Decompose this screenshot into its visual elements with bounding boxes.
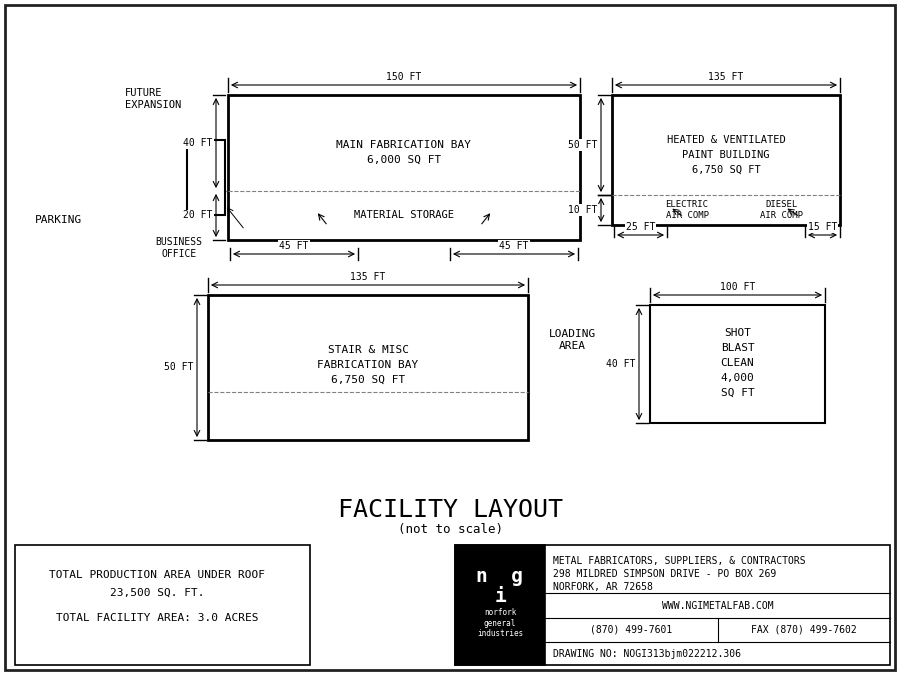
Text: 4,000: 4,000 xyxy=(721,373,754,383)
Text: 6,750 SQ FT: 6,750 SQ FT xyxy=(691,165,760,175)
Bar xyxy=(650,305,825,423)
Bar xyxy=(208,295,528,440)
Text: 40 FT: 40 FT xyxy=(184,138,212,148)
Bar xyxy=(612,95,840,225)
Text: DIESEL
AIR COMP: DIESEL AIR COMP xyxy=(760,200,804,219)
Text: 50 FT: 50 FT xyxy=(165,362,194,373)
Text: MATERIAL STORAGE: MATERIAL STORAGE xyxy=(354,210,454,220)
Bar xyxy=(455,545,545,665)
Text: TOTAL FACILITY AREA: 3.0 ACRES: TOTAL FACILITY AREA: 3.0 ACRES xyxy=(56,613,258,623)
Text: n g
i
norfork
general
industries: n g i norfork general industries xyxy=(473,565,526,616)
Text: 23,500 SQ. FT.: 23,500 SQ. FT. xyxy=(110,588,204,598)
Text: 45 FT: 45 FT xyxy=(500,241,528,251)
Text: DRAWING NO: NOGI313bjm022212.306: DRAWING NO: NOGI313bjm022212.306 xyxy=(553,649,741,659)
Text: FUTURE
EXPANSION: FUTURE EXPANSION xyxy=(125,88,181,109)
Text: 15 FT: 15 FT xyxy=(808,222,837,232)
Text: i: i xyxy=(494,587,506,607)
Bar xyxy=(15,545,310,665)
Text: 298 MILDRED SIMPSON DRIVE - PO BOX 269: 298 MILDRED SIMPSON DRIVE - PO BOX 269 xyxy=(553,569,776,579)
Text: n  g: n g xyxy=(476,568,524,587)
Text: 150 FT: 150 FT xyxy=(386,72,421,82)
Text: HEATED & VENTILATED: HEATED & VENTILATED xyxy=(667,135,786,145)
Text: FAX (870) 499-7602: FAX (870) 499-7602 xyxy=(751,625,857,635)
Text: TOTAL PRODUCTION AREA UNDER ROOF: TOTAL PRODUCTION AREA UNDER ROOF xyxy=(49,570,265,580)
Text: 100 FT: 100 FT xyxy=(720,282,755,292)
Polygon shape xyxy=(30,35,865,478)
Text: SQ FT: SQ FT xyxy=(721,388,754,398)
Text: MAIN FABRICATION BAY: MAIN FABRICATION BAY xyxy=(337,140,472,150)
Text: NORFORK, AR 72658: NORFORK, AR 72658 xyxy=(553,582,652,592)
Text: LOADING
AREA: LOADING AREA xyxy=(548,329,596,351)
Text: FABRICATION BAY: FABRICATION BAY xyxy=(318,360,418,370)
Text: FACILITY LAYOUT: FACILITY LAYOUT xyxy=(338,498,562,522)
Text: (870) 499-7601: (870) 499-7601 xyxy=(590,625,672,635)
Text: METAL FABRICATORS, SUPPLIERS, & CONTRACTORS: METAL FABRICATORS, SUPPLIERS, & CONTRACT… xyxy=(553,556,806,566)
Text: 25 FT: 25 FT xyxy=(626,222,655,232)
Text: PARKING: PARKING xyxy=(34,215,82,225)
Text: PAINT BUILDING: PAINT BUILDING xyxy=(682,150,770,160)
Bar xyxy=(187,140,225,215)
Text: norfork
general
industries: norfork general industries xyxy=(477,608,523,638)
Text: ELECTRIC
AIR COMP: ELECTRIC AIR COMP xyxy=(665,200,708,219)
Text: CLEAN: CLEAN xyxy=(721,358,754,368)
Text: 6,750 SQ FT: 6,750 SQ FT xyxy=(331,375,405,385)
Text: WWW.NGIMETALFAB.COM: WWW.NGIMETALFAB.COM xyxy=(662,601,773,611)
Text: 20 FT: 20 FT xyxy=(184,211,212,221)
Text: BLAST: BLAST xyxy=(721,343,754,353)
Text: BUSINESS
OFFICE: BUSINESS OFFICE xyxy=(156,237,202,259)
Bar xyxy=(228,95,580,240)
Text: 10 FT: 10 FT xyxy=(568,205,598,215)
Text: 135 FT: 135 FT xyxy=(708,72,743,82)
Text: 6,000 SQ FT: 6,000 SQ FT xyxy=(367,155,441,165)
Text: 50 FT: 50 FT xyxy=(568,140,598,150)
Text: 135 FT: 135 FT xyxy=(350,272,385,282)
Text: STAIR & MISC: STAIR & MISC xyxy=(328,345,409,355)
Text: 40 FT: 40 FT xyxy=(607,359,635,369)
Text: SHOT: SHOT xyxy=(724,328,751,338)
Text: 45 FT: 45 FT xyxy=(279,241,309,251)
Text: (not to scale): (not to scale) xyxy=(398,524,502,537)
Bar xyxy=(455,545,890,665)
